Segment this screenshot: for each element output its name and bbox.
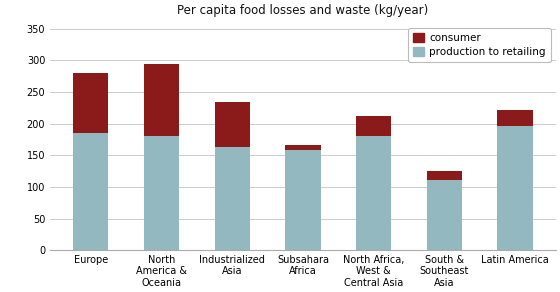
Bar — [214, 147, 250, 251]
Bar — [73, 73, 109, 133]
Bar — [73, 133, 109, 251]
Bar — [285, 145, 321, 150]
Bar — [144, 136, 179, 251]
Bar — [497, 126, 533, 251]
Bar — [427, 171, 462, 180]
Bar — [144, 64, 179, 136]
Bar — [427, 180, 462, 251]
Title: Per capita food losses and waste (kg/year): Per capita food losses and waste (kg/yea… — [178, 4, 428, 17]
Legend: consumer, production to retailing: consumer, production to retailing — [408, 28, 550, 62]
Bar — [356, 116, 391, 136]
Bar — [214, 102, 250, 147]
Bar — [356, 136, 391, 251]
Bar — [497, 110, 533, 126]
Bar — [285, 150, 321, 251]
